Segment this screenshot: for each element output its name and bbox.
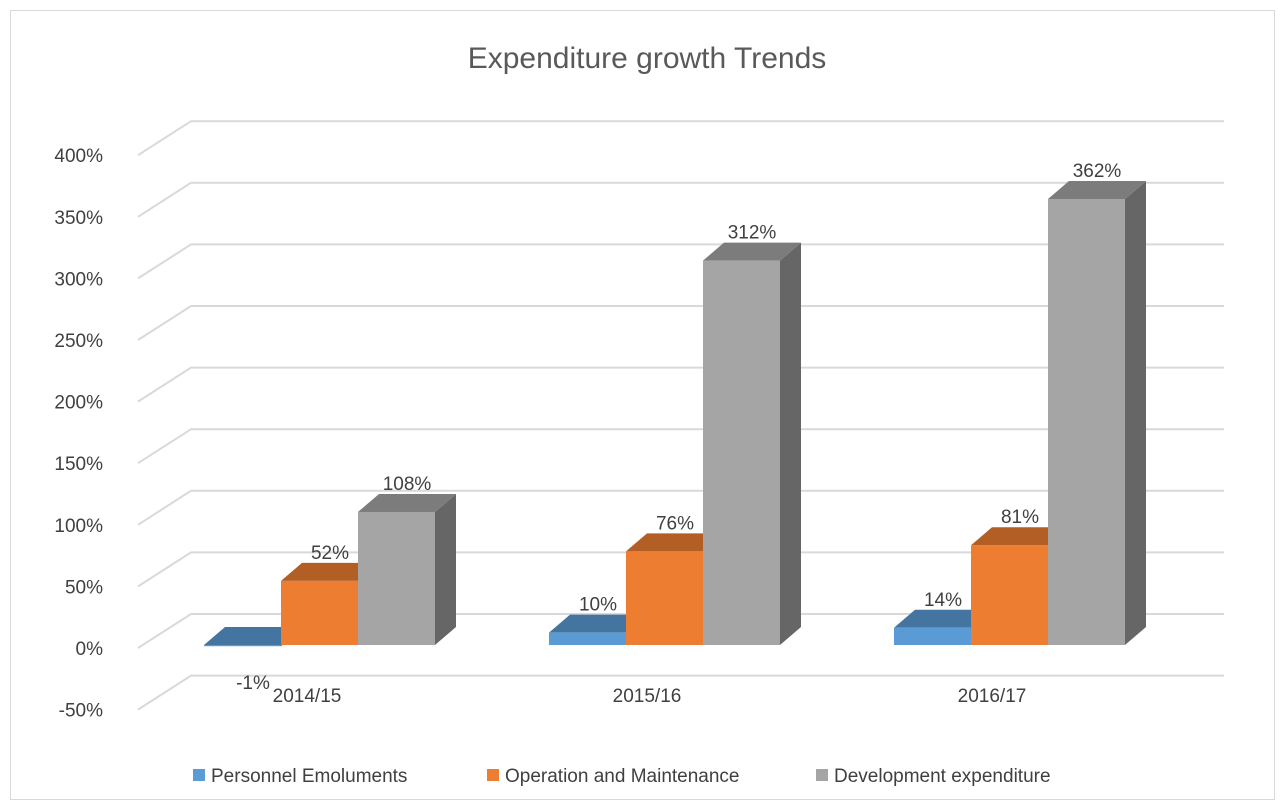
bar-front [971, 545, 1048, 645]
bar-top [626, 533, 724, 552]
y-tick-label: 300% [54, 269, 103, 290]
bar-top [204, 627, 302, 645]
y-tick-label: 50% [65, 577, 103, 598]
y-tick-label: 100% [54, 516, 103, 537]
bar-top [894, 609, 992, 628]
legend-label: Development expenditure [834, 766, 1051, 787]
data-label: 76% [656, 513, 694, 534]
bar-development-expenditure-1 [703, 242, 801, 645]
legend-label: Operation and Maintenance [505, 766, 740, 787]
bar-side [1125, 181, 1146, 646]
data-label: 10% [579, 595, 617, 616]
y-tick-label: 350% [54, 208, 103, 229]
bar-front [358, 511, 435, 645]
bar-top [358, 493, 456, 512]
bar-front [703, 260, 780, 645]
bar-side [780, 242, 801, 645]
legend-item: Development expenditure [816, 766, 1051, 787]
x-tick-label: 2014/15 [273, 686, 342, 707]
data-label: -1% [236, 673, 270, 694]
bar-top [549, 614, 647, 633]
legend-swatch [193, 769, 205, 781]
bar-front [281, 580, 358, 645]
gridline [137, 613, 1224, 649]
gridline [137, 305, 1224, 341]
legend: Personnel Emoluments Operation and Mainte… [193, 766, 1051, 787]
bar-development-expenditure-2 [1048, 181, 1146, 646]
y-tick-label: 250% [54, 331, 103, 352]
legend-swatch [487, 769, 499, 781]
bar-front [204, 645, 281, 647]
data-label: 108% [383, 474, 432, 495]
gridline [137, 366, 1224, 403]
gridline [137, 428, 1224, 465]
y-tick-label: 400% [54, 146, 103, 167]
gridline [137, 674, 1224, 711]
y-tick-label: 150% [54, 454, 103, 475]
data-label: 81% [1001, 507, 1039, 528]
legend-swatch [816, 769, 828, 781]
bar-front [894, 627, 971, 645]
gridline [137, 181, 1224, 218]
gridline [137, 551, 1224, 588]
expenditure-chart: Expenditure growth Trends -50% 0% 50% 100% 1… [54, 42, 1224, 787]
y-tick-label: -50% [59, 701, 103, 722]
y-tick-label: 200% [54, 393, 103, 414]
bar-top [281, 562, 379, 581]
bar-front [1048, 199, 1125, 646]
legend-item: Personnel Emoluments [193, 766, 407, 787]
y-axis-labels: -50% 0% 50% 100% 150% 200% 250% 300% 350% 400% [54, 146, 103, 721]
data-label: 312% [728, 223, 777, 244]
bar-front [626, 551, 703, 645]
bars [204, 181, 1146, 647]
x-tick-label: 2015/16 [613, 686, 682, 707]
gridline [137, 243, 1224, 280]
bar-top [1048, 181, 1146, 200]
legend-item: Operation and Maintenance [487, 766, 740, 787]
bar-front [549, 632, 626, 645]
bar-development-expenditure-0 [358, 493, 456, 645]
gridlines [137, 120, 1224, 711]
chart-frame: Expenditure growth Trends -50% 0% 50% 100% 1… [10, 10, 1275, 800]
gridline [137, 489, 1224, 526]
legend-label: Personnel Emoluments [211, 766, 407, 787]
x-tick-label: 2016/17 [958, 686, 1027, 707]
chart-title: Expenditure growth Trends [468, 42, 827, 75]
gridline [137, 120, 1224, 157]
data-label: 14% [924, 590, 962, 611]
x-axis-labels: 2014/15 2015/16 2016/17 [273, 686, 1027, 707]
bar-top [971, 527, 1069, 546]
bar-top [703, 242, 801, 261]
data-label: 52% [311, 543, 349, 564]
data-label: 362% [1073, 161, 1122, 182]
y-tick-label: 0% [76, 639, 104, 660]
bar-side [435, 493, 456, 645]
data-labels: -1% 52% 108% 10% 76% 312% 14% 81% 362% [236, 161, 1121, 694]
